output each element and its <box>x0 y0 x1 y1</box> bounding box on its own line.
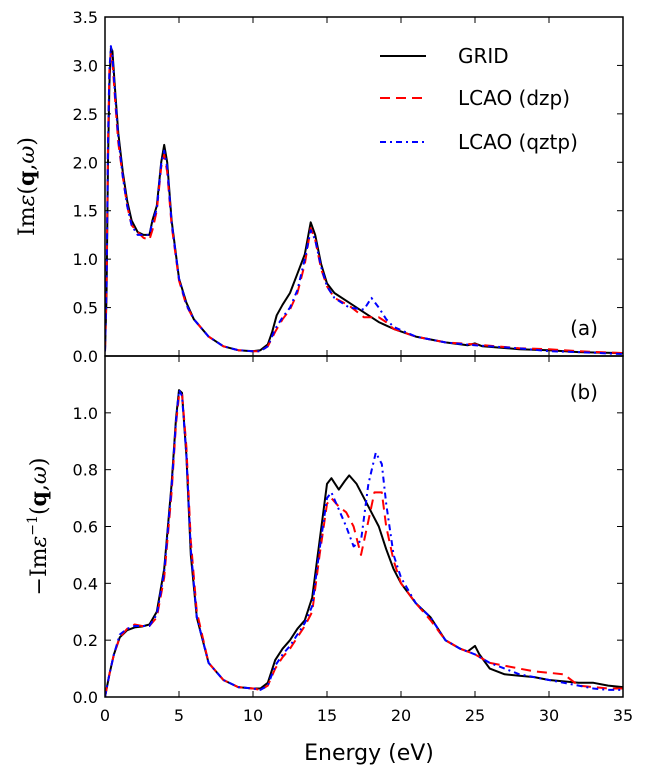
y-tick-label: 0.0 <box>73 688 98 707</box>
legend-label: LCAO (qztp) <box>458 130 578 154</box>
y-label-part: Im <box>15 206 40 236</box>
y-tick-label: 0.6 <box>73 518 98 537</box>
series-line <box>105 52 623 355</box>
plot-frame <box>104 16 624 357</box>
y-label-part: ( <box>27 506 52 515</box>
y-label-part: ( <box>15 186 40 195</box>
y-tick-label: 3.5 <box>73 8 98 27</box>
series-line <box>105 389 623 697</box>
y-tick-label: 1.5 <box>73 202 98 221</box>
x-tick-label: 10 <box>243 706 263 725</box>
x-tick-label: 5 <box>174 706 184 725</box>
plot-frame <box>104 355 624 698</box>
series-group <box>105 45 623 356</box>
panel-b: 0.0 0.2 0.4 0.6 0.8 1.0 0 5 10 15 20 25 30 35 Energy (… <box>25 355 633 766</box>
y-label-part: ε <box>15 195 40 207</box>
panel-tag: (a) <box>570 316 598 340</box>
y-tick-label: 0.4 <box>73 574 98 593</box>
x-tick-label: 35 <box>613 706 633 725</box>
x-axis-label: Energy (eV) <box>304 741 434 766</box>
legend-label: LCAO (dzp) <box>458 86 570 110</box>
series-line <box>105 389 623 697</box>
y-tick-label: 3.0 <box>73 56 98 75</box>
series-group <box>105 389 623 697</box>
y-tick-label: 1.0 <box>73 250 98 269</box>
y-label-part: −1 <box>25 515 41 536</box>
y-label-part: −Im <box>27 547 52 595</box>
x-tick-label: 30 <box>539 706 559 725</box>
y-tick-label: 1.0 <box>73 404 98 423</box>
y-label-part: q <box>26 491 52 506</box>
series-line <box>105 45 623 356</box>
y-tick-label: 2.5 <box>73 105 98 124</box>
x-tick-label: 20 <box>391 706 411 725</box>
y-label-part: ) <box>15 137 40 146</box>
y-tick-label: 0.8 <box>73 461 98 480</box>
legend-label: GRID <box>458 44 509 68</box>
y-tick-label: 2.0 <box>73 153 98 172</box>
x-tick-label: 0 <box>100 706 110 725</box>
y-axis-label-b: −Imε−1(q,ω) <box>25 458 52 596</box>
y-label-part: ) <box>27 458 52 467</box>
y-label-part: , <box>27 484 52 491</box>
y-tick-label: 0.2 <box>73 631 98 650</box>
x-tick-label: 15 <box>317 706 337 725</box>
x-tick-label: 25 <box>465 706 485 725</box>
legend: GRID LCAO (dzp) LCAO (qztp) <box>380 44 578 154</box>
y-axis-label-a: Imε(q,ω) <box>14 137 40 236</box>
panel-a: 0.0 0.5 1.0 1.5 2.0 2.5 3.0 3.5 (a) Imε(q,ω) GRID L… <box>14 8 624 366</box>
y-tick-label: 0.5 <box>73 299 98 318</box>
y-tick-label: 0.0 <box>73 347 98 366</box>
y-label-part: ω <box>27 466 52 484</box>
y-label-part: ε <box>27 536 52 548</box>
y-label-part: ω <box>15 146 40 164</box>
series-line <box>105 391 623 697</box>
panel-tag: (b) <box>570 380 598 404</box>
y-label-part: , <box>15 164 40 171</box>
y-label-part: q <box>14 171 40 186</box>
